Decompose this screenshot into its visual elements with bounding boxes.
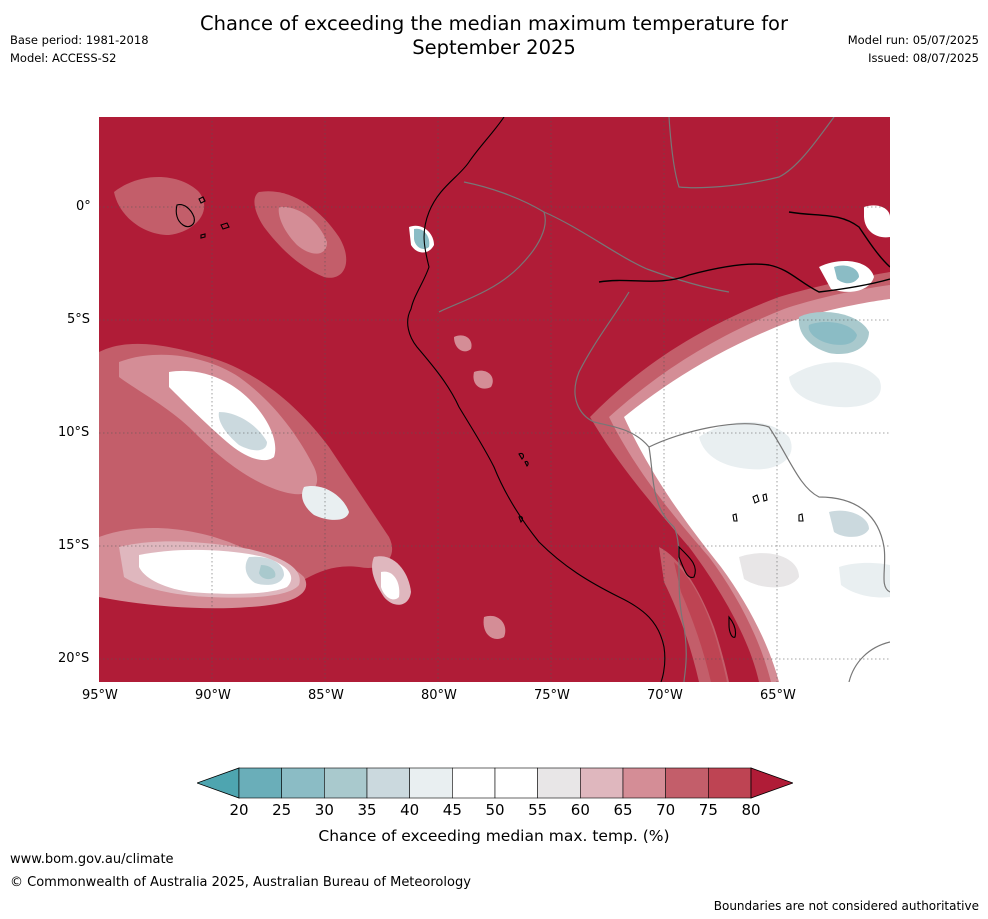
pacific-anomaly-upper [119, 354, 411, 605]
colorbar-swatch-55 [537, 767, 581, 799]
lon-label-65w: 65°W [760, 688, 796, 703]
colorbar [195, 766, 795, 806]
colorbar-tick-20: 20 [229, 801, 249, 819]
country-borders [438, 117, 890, 682]
map-title: Chance of exceeding the median maximum t… [0, 12, 988, 60]
model-label: Model: ACCESS-S2 [10, 51, 117, 65]
lat-label-20s: 20°S [58, 651, 90, 666]
base-period-label: Base period: 1981-2018 [10, 33, 149, 47]
colorbar-swatch-35 [366, 767, 410, 799]
colorbar-extend-high [750, 767, 795, 799]
colorbar-tick-40: 40 [400, 801, 420, 819]
colorbar-tick-45: 45 [442, 801, 462, 819]
coastline [175, 117, 804, 682]
map-canvas [99, 117, 890, 682]
lon-label-95w: 95°W [82, 688, 118, 703]
colorbar-swatch-30 [324, 767, 368, 799]
pacific-anomaly-equatorial [114, 177, 506, 639]
map-title-line-1: Chance of exceeding the median maximum t… [199, 12, 789, 35]
lat-label-0: 0° [76, 199, 91, 214]
colorbar-svg [195, 767, 795, 799]
lon-label-70w: 70°W [647, 688, 683, 703]
colorbar-extend-low [195, 767, 240, 799]
lon-label-75w: 75°W [534, 688, 570, 703]
colorbar-swatch-45 [452, 767, 496, 799]
colorbar-tick-80: 80 [741, 801, 761, 819]
colorbar-tick-25: 25 [272, 801, 292, 819]
continental-anomaly [590, 205, 890, 682]
colorbar-tick-70: 70 [656, 801, 676, 819]
lat-label-5s: 5°S [67, 312, 91, 327]
colorbar-swatch-65 [622, 767, 666, 799]
lon-label-85w: 85°W [308, 688, 344, 703]
boundaries-disclaimer: Boundaries are not considered authoritat… [713, 899, 979, 913]
colorbar-tick-35: 35 [357, 801, 377, 819]
colorbar-swatch-20 [238, 767, 282, 799]
colorbar-swatch-70 [665, 767, 709, 799]
colorbar-tick-55: 55 [528, 801, 548, 819]
colorbar-swatch-50 [494, 767, 538, 799]
lat-label-10s: 10°S [58, 425, 90, 440]
colorbar-swatch-25 [281, 767, 325, 799]
colorbar-tick-65: 65 [613, 801, 633, 819]
colorbar-swatch-60 [580, 767, 624, 799]
colorbar-tick-30: 30 [314, 801, 334, 819]
rivers [598, 211, 890, 293]
map-title-line-2: September 2025 [412, 36, 576, 59]
lon-label-90w: 90°W [195, 688, 231, 703]
colorbar-tick-60: 60 [570, 801, 590, 819]
altiplano-anomaly [659, 547, 729, 682]
colorbar-tick-75: 75 [698, 801, 718, 819]
probability-map [99, 117, 890, 682]
colorbar-swatch-75 [708, 767, 752, 799]
issued-label: Issued: 08/07/2025 [868, 51, 979, 65]
colorbar-label: Chance of exceeding median max. temp. (%… [318, 827, 670, 845]
lon-label-80w: 80°W [421, 688, 457, 703]
colorbar-tick-50: 50 [485, 801, 505, 819]
model-run-label: Model run: 05/07/2025 [847, 33, 979, 47]
colorbar-swatch-40 [409, 767, 453, 799]
colorbar-ticks: 20 25 30 35 40 45 50 55 60 65 70 75 80 [200, 801, 794, 821]
copyright-text: © Commonwealth of Australia 2025, Austra… [10, 875, 471, 890]
website-url[interactable]: www.bom.gov.au/climate [10, 852, 174, 867]
lat-label-15s: 15°S [58, 538, 90, 553]
